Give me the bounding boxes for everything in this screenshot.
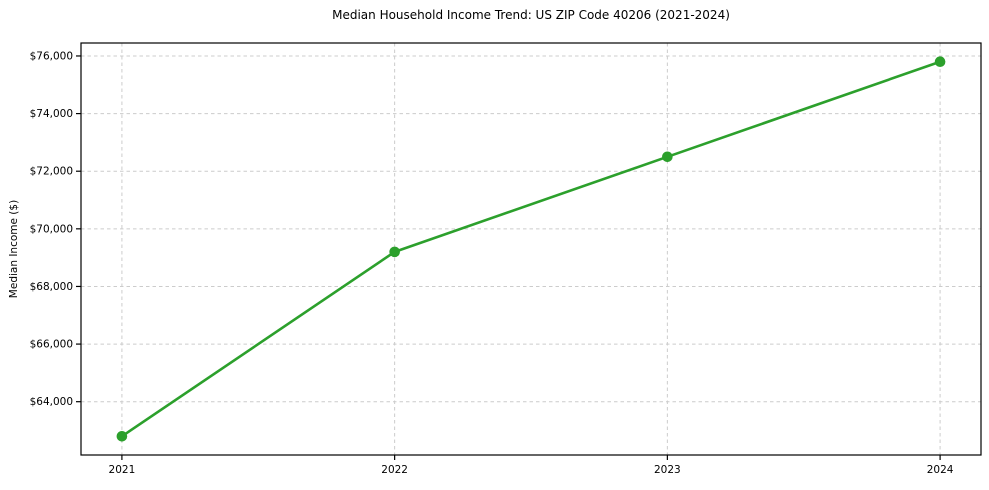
data-point-2021 [116,430,128,442]
x-tick-label: 2021 [109,464,136,476]
chart-title: Median Household Income Trend: US ZIP Co… [332,8,730,22]
y-tick-label: $76,000 [30,50,73,62]
x-tick-label: 2022 [381,464,408,476]
data-point-2022 [389,246,400,258]
data-point-2023 [662,151,673,163]
data-point-2024 [934,56,946,68]
y-tick-label: $64,000 [30,396,73,408]
y-axis-label: Median Income ($) [8,199,20,299]
y-tick-label: $68,000 [30,281,73,293]
y-tick-label: $74,000 [30,108,73,120]
y-tick-label: $66,000 [30,339,73,351]
y-tick-label: $70,000 [30,223,73,235]
income-trend-line [120,60,942,438]
y-tick-label: $72,000 [30,166,73,178]
x-tick-label: 2024 [927,464,954,476]
x-tick-label: 2023 [654,464,681,476]
plot-border [80,42,982,456]
